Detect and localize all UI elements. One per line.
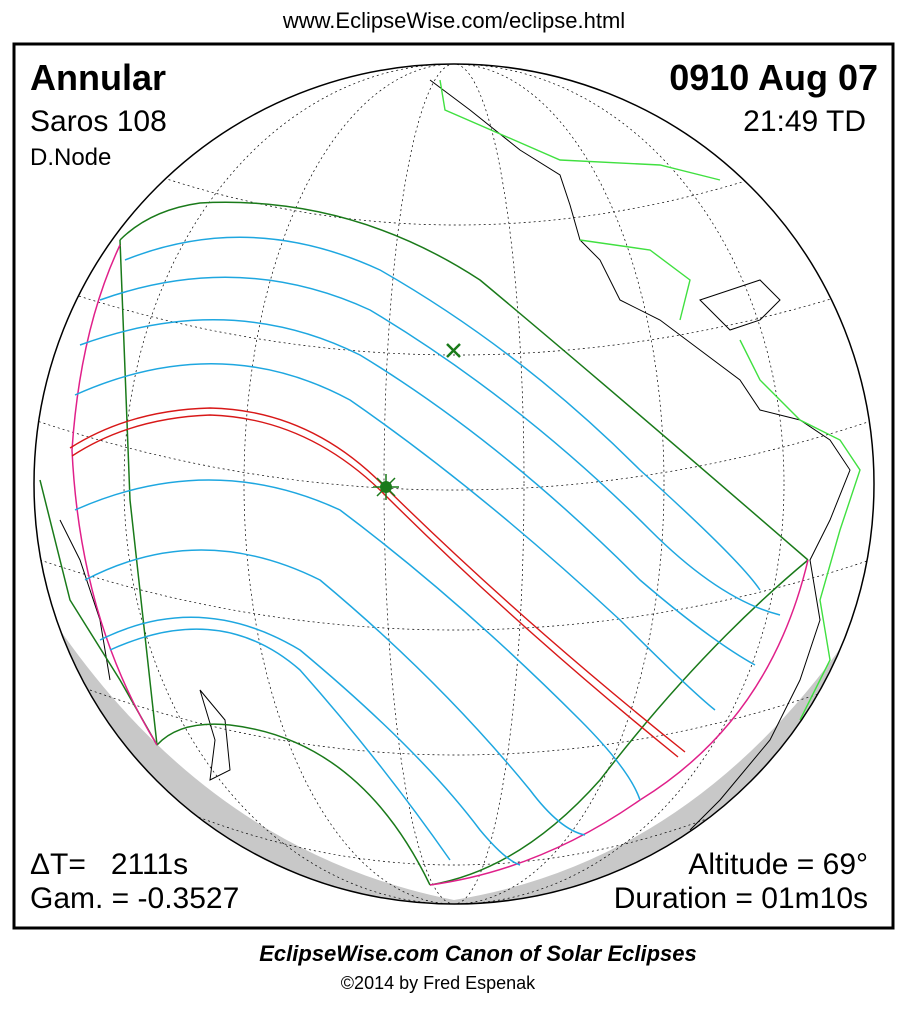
time: 21:49 TD — [743, 105, 866, 138]
borders — [439, 79, 861, 721]
globe — [34, 64, 874, 904]
globe-features — [34, 64, 874, 904]
eclipse-type: Annular — [30, 57, 166, 98]
coastlines — [59, 79, 851, 831]
saros: Saros 108 — [30, 105, 167, 138]
footer-credit: ©2014 by Fred Espenak — [341, 973, 536, 993]
node: D.Node — [30, 144, 111, 171]
footer-title: EclipseWise.com Canon of Solar Eclipses — [259, 941, 697, 966]
globe-outline — [33, 63, 875, 905]
header-url: www.EclipseWise.com/eclipse.html — [282, 8, 625, 33]
altitude: Altitude = 69° — [688, 848, 868, 881]
date: 0910 Aug 07 — [669, 57, 878, 98]
delta-t: ΔT= 2111s — [30, 848, 188, 881]
duration: Duration = 01m10s — [614, 882, 868, 915]
gamma: Gam. = -0.3527 — [30, 882, 239, 915]
eclipse-path — [39, 201, 809, 886]
markers — [373, 343, 461, 500]
